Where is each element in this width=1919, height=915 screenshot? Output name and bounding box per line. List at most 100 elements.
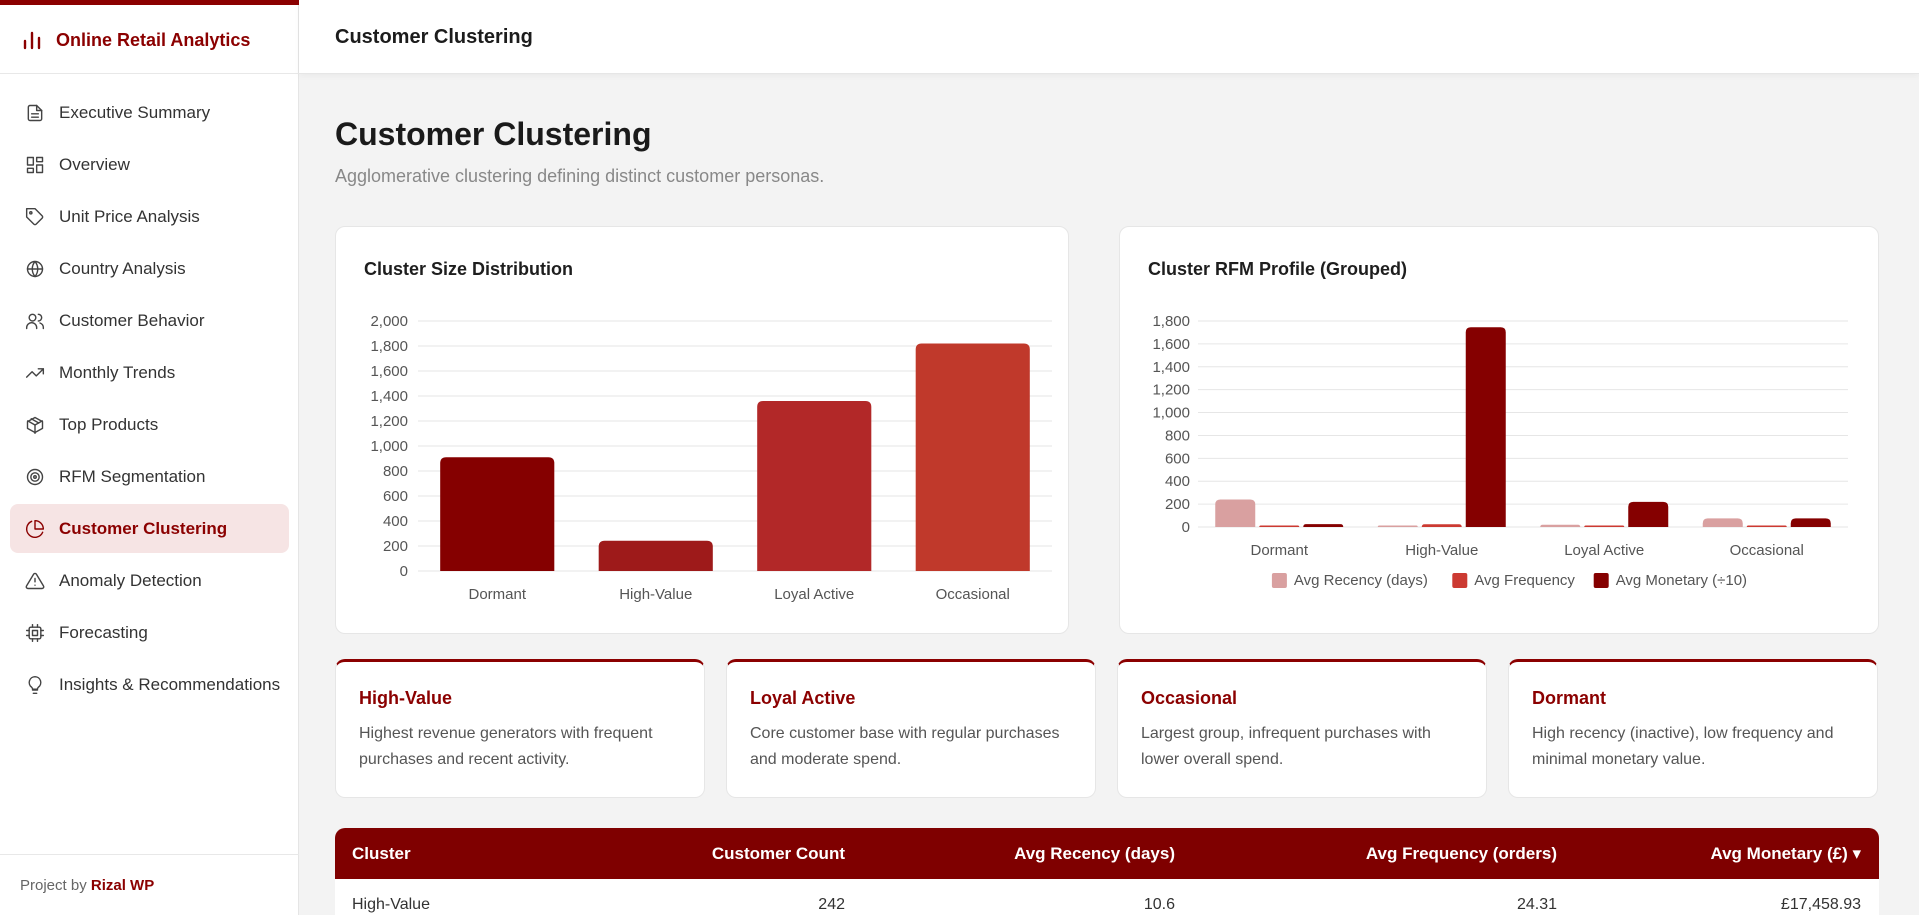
bar-loyal-active [757,401,872,571]
x-tick-label: Dormant [468,586,526,603]
column-header-avg-monetary[interactable]: Avg Monetary (£) ▾ [1710,843,1861,863]
column-header-cluster[interactable]: Cluster [352,843,411,863]
x-tick-label: High-Value [1405,542,1478,559]
sidebar-item-country-analysis[interactable]: Country Analysis [10,244,289,293]
pie-chart-icon [25,519,45,538]
table-header-row: Cluster Customer Count Avg Recency (days… [335,828,1879,879]
bar-loyal-active-series-1 [1584,525,1625,527]
legend-swatch [1271,573,1287,588]
legend-swatch [1593,573,1609,588]
brand[interactable]: Online Retail Analytics [20,28,250,52]
column-header-customer-count[interactable]: Customer Count [711,843,845,863]
sidebar-item-label: Customer Behavior [59,310,205,330]
bar-loyal-active-series-0 [1540,524,1581,527]
column-header-avg-recency[interactable]: Avg Recency (days) [1014,843,1175,863]
y-tick-label: 2,000 [370,313,408,330]
y-tick-label: 200 [1165,496,1190,513]
sidebar-item-anomaly-detection[interactable]: Anomaly Detection [10,556,289,605]
cluster-summary-table: Cluster Customer Count Avg Recency (days… [335,828,1879,915]
bar-dormant-series-2 [1303,524,1344,527]
top-header: Customer Clustering [299,0,1919,74]
sidebar-item-executive-summary[interactable]: Executive Summary [10,88,289,137]
persona-name: Occasional [1141,688,1238,708]
cpu-icon [25,623,45,642]
sidebar-item-label: Unit Price Analysis [59,206,200,226]
y-tick-label: 0 [1182,519,1190,536]
y-tick-label: 1,800 [1152,313,1190,330]
bar-dormant-series-1 [1259,525,1300,527]
footer-author[interactable]: Rizal WP [90,877,155,894]
sidebar-item-label: Customer Clustering [59,518,228,538]
page-subtitle: Agglomerative clustering defining distin… [335,166,825,186]
persona-card-high-value: High-Value Highest revenue generators wi… [335,659,705,798]
table-cell: 24.31 [1516,895,1557,913]
bar-high-value-series-2 [1465,327,1506,527]
y-tick-label: 1,600 [370,363,408,380]
y-tick-label: 0 [400,563,408,580]
sidebar-item-customer-behavior[interactable]: Customer Behavior [10,296,289,345]
sidebar-item-monthly-trends[interactable]: Monthly Trends [10,348,289,397]
x-tick-label: Occasional [936,586,1010,603]
sidebar-item-label: Top Products [59,414,159,434]
y-tick-label: 1,800 [370,338,408,355]
bar-occasional-series-0 [1702,518,1743,527]
bar-loyal-active-series-2 [1628,501,1669,527]
sidebar-item-overview[interactable]: Overview [10,140,289,189]
sidebar-item-forecasting[interactable]: Forecasting [10,608,289,657]
x-tick-label: High-Value [619,586,692,603]
y-tick-label: 400 [383,513,408,530]
table-cell: £17,458.93 [1780,895,1861,913]
cluster-rfm-card: Cluster RFM Profile (Grouped) 0 200 400 600… [1119,226,1879,634]
column-header-avg-frequency[interactable]: Avg Frequency (orders) [1365,843,1557,863]
bar-high-value [598,540,713,571]
persona-name: Dormant [1532,688,1607,708]
sidebar-item-label: RFM Segmentation [59,466,206,486]
bar-high-value-series-0 [1377,525,1418,527]
persona-description: Highest revenue generators with frequent… [359,725,653,768]
legend-label: Avg Recency (days) [1294,572,1428,589]
table-row: High-Value 242 10.6 24.31 £17,458.93 [335,879,1879,915]
trending-up-icon [25,367,45,378]
cluster-size-card: Cluster Size Distribution 0 200 400 600 800 1… [335,226,1069,634]
y-tick-label: 1,400 [1152,359,1190,376]
persona-name: Loyal Active [750,688,856,708]
persona-name: High-Value [359,688,453,708]
y-tick-label: 1,200 [370,413,408,430]
sidebar-item-unit-price-analysis[interactable]: Unit Price Analysis [10,192,289,241]
bar-occasional-series-1 [1746,525,1787,527]
lightbulb-icon [28,675,42,694]
sidebar-item-label: Forecasting [59,622,148,642]
package-icon [26,416,44,434]
tag-icon [25,207,44,225]
x-tick-label: Occasional [1730,542,1804,559]
persona-card-dormant: Dormant High recency (inactive), low fre… [1508,659,1878,798]
globe-icon [26,260,44,277]
sidebar-accent-bar [0,0,299,5]
persona-card-occasional: Occasional Largest group, infrequent pur… [1117,659,1487,798]
x-tick-label: Loyal Active [1564,542,1644,559]
y-tick-label: 1,200 [1152,382,1190,399]
chart-title: Cluster Size Distribution [364,259,574,279]
sidebar-item-customer-clustering[interactable]: Customer Clustering [10,504,289,553]
table-cell: 10.6 [1143,895,1175,913]
y-tick-label: 1,400 [370,388,408,405]
bar-dormant [440,457,555,571]
sidebar-item-top-products[interactable]: Top Products [10,400,289,449]
sidebar-divider [0,73,299,74]
cluster-size-chart: 0 200 400 600 800 1,000 1,200 1,400 1,600 1,800 2,… [370,313,1052,603]
sidebar-item-label: Country Analysis [59,258,186,278]
cluster-rfm-chart: 0 200 400 600 800 1,000 1,200 1,400 1,600 1,800 Do… [1152,313,1848,589]
dashboard-icon [26,156,44,173]
sidebar-nav: Executive Summary Overview Unit Price An… [10,88,289,712]
y-tick-label: 800 [1165,427,1190,444]
legend-swatch [1452,573,1468,588]
sidebar-item-insights-recommendations[interactable]: Insights & Recommendations [10,660,289,709]
document-icon [27,104,43,121]
persona-description: Largest group, infrequent purchases with… [1141,725,1431,768]
y-tick-label: 1,000 [370,438,408,455]
x-tick-label: Loyal Active [774,586,854,603]
footer-prefix: Project by [20,877,87,894]
sidebar-item-rfm-segmentation[interactable]: RFM Segmentation [10,452,289,501]
legend-label: Avg Frequency [1474,572,1575,589]
y-tick-label: 600 [1165,450,1190,467]
